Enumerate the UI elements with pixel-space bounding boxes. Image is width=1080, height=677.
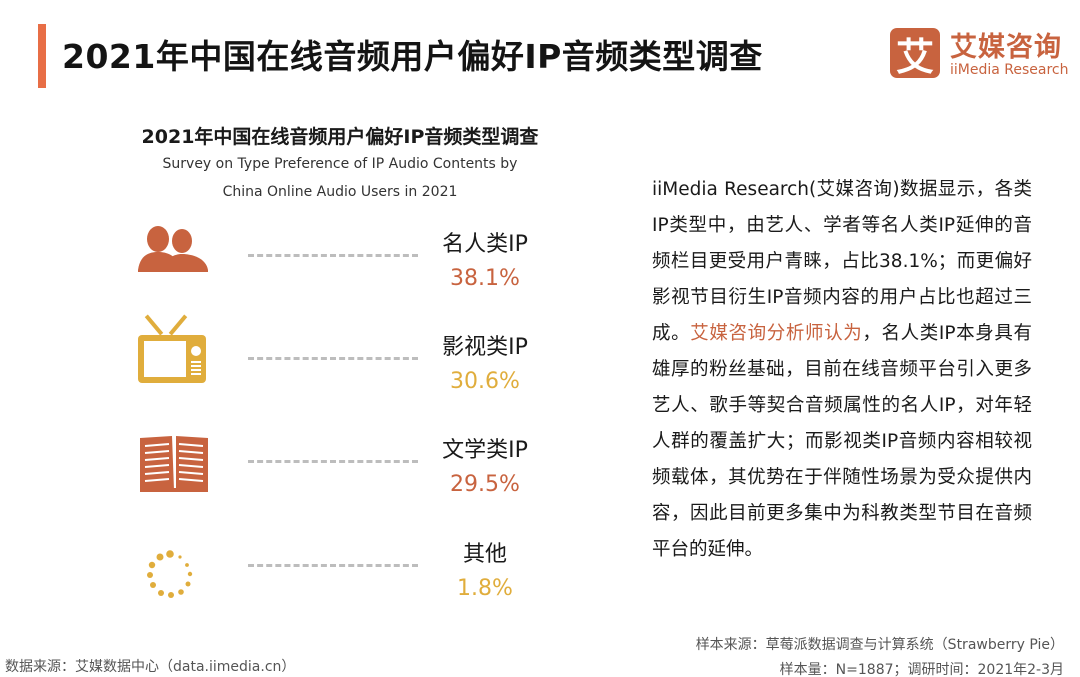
category-label: 名人类IP [442,232,528,257]
category-value: 29.5% [450,472,520,497]
chart-subtitle-line2: China Online Audio Users in 2021 [222,184,458,200]
chart-title: 2021年中国在线音频用户偏好IP音频类型调查 [141,126,539,148]
category-label: 文学类IP [442,438,528,463]
sample-source: 样本来源：草莓派数据调查与计算系统（Strawberry Pie） [695,637,1064,653]
people-icon [138,226,208,272]
category-value: 30.6% [450,369,520,394]
logo-name-en: iiMedia Research [950,62,1069,78]
category-label: 影视类IP [442,335,528,360]
chart-row-celebrity: 名人类IP 38.1% [130,222,550,312]
leader-line [248,254,418,257]
chart-subtitle-line1: Survey on Type Preference of IP Audio Co… [162,156,518,172]
dots-circle-icon [147,550,193,598]
iimedia-logo: 艾 艾媒咨询 iiMedia Research [890,28,1070,80]
page-title: 2021年中国在线音频用户偏好IP音频类型调查 [62,37,763,76]
title-accent-bar [38,24,46,88]
analysis-paragraph: iiMedia Research(艾媒咨询)数据显示，各类IP类型中，由艺人、学… [652,172,1032,568]
logo-name-cn: 艾媒咨询 [950,32,1062,63]
category-value: 38.1% [450,266,520,291]
leader-line [248,460,418,463]
category-label: 其他 [462,542,507,567]
logo-mark: 艾 [890,28,940,79]
sample-info: 样本量：N=1887；调研时间：2021年2-3月 [779,662,1064,677]
leader-line [248,564,418,567]
chart-row-other: 其他 1.8% [130,532,550,622]
chart-row-film-tv: 影视类IP 30.6% [130,314,550,415]
analysis-highlight: 艾媒咨询分析师认为 [690,323,863,344]
category-value: 1.8% [457,576,513,601]
data-source: 数据来源：艾媒数据中心（data.iimedia.cn） [5,659,296,675]
tv-icon [138,314,206,383]
leader-line [248,357,418,360]
chart-row-literature: 文学类IP 29.5% [130,428,550,518]
analysis-text-part2: ，名人类IP本身具有雄厚的粉丝基础，目前在线音频平台引入更多艺人、歌手等契合音频… [652,323,1032,560]
book-icon [140,436,208,492]
analysis-text-part1: iiMedia Research(艾媒咨询)数据显示，各类IP类型中，由艺人、学… [652,179,1032,344]
